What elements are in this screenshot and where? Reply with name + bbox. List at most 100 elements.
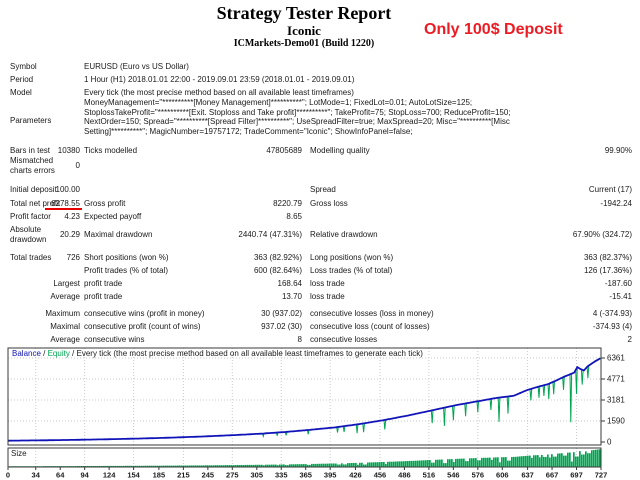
stat-value: 100.00 — [55, 185, 80, 194]
report-title: Strategy Tester Report — [216, 3, 392, 23]
stat-label: Initial deposit — [10, 185, 57, 194]
stat-value: 2 — [627, 335, 632, 344]
stat-value: Average — [50, 335, 80, 344]
info-value: EURUSD (Euro vs US Dollar) — [84, 62, 189, 71]
stat-value: 363 (82.37%) — [583, 253, 632, 262]
stat-label: Bars in test — [10, 146, 51, 155]
stat-value: Largest — [53, 279, 80, 288]
x-axis-label: 0 — [6, 471, 10, 480]
stat-label: consecutive losses (loss in money) — [310, 309, 434, 318]
stat-label: consecutive profit (count of wins) — [84, 322, 201, 331]
x-axis-label: 395 — [324, 471, 337, 480]
stat-label: Profit factor — [10, 212, 51, 221]
info-label: Model — [10, 88, 32, 97]
x-axis-label: 305 — [251, 471, 264, 480]
stat-label: Loss trades (% of total) — [310, 266, 393, 275]
x-axis-label: 215 — [177, 471, 190, 480]
x-axis-label: 154 — [127, 471, 140, 480]
stat-value: 10380 — [57, 146, 80, 155]
stat-value: 726 — [66, 253, 80, 262]
stat-label: consecutive wins — [84, 335, 145, 344]
stat-value: -187.60 — [604, 279, 632, 288]
info-label: Parameters — [10, 116, 52, 125]
x-axis-label: 546 — [447, 471, 460, 480]
stat-value: 8 — [297, 335, 302, 344]
x-axis-label: 185 — [153, 471, 166, 480]
stat-value: 8.65 — [286, 212, 302, 221]
x-axis-label: 94 — [81, 471, 90, 480]
report-header: Strategy Tester Report Iconic ICMarkets-… — [0, 3, 608, 50]
info-value: 1 Hour (H1) 2018.01.01 22:00 - 2019.09.0… — [84, 75, 355, 84]
lot-size-bars — [9, 449, 601, 467]
stat-label: Expected payoff — [84, 212, 142, 221]
stat-label: consecutive wins (profit in money) — [84, 309, 205, 318]
expert-name: Iconic — [287, 23, 321, 38]
x-axis-label: 245 — [202, 471, 215, 480]
stat-label: Ticks modelled — [84, 146, 138, 155]
y-axis-label: 4771 — [607, 374, 625, 383]
y-axis-label: 6361 — [607, 354, 625, 363]
x-axis-label: 275 — [226, 471, 239, 480]
info-value: Every tick (the most precise method base… — [84, 88, 354, 97]
stat-label: Total net profit — [10, 199, 61, 208]
stat-label: Modelling quality — [310, 146, 370, 155]
stat-value: 126 (17.36%) — [583, 266, 632, 275]
x-axis-label: 606 — [496, 471, 509, 480]
x-axis-label: 727 — [595, 471, 608, 480]
size-panel-label: Size — [11, 449, 27, 458]
stat-value: 0 — [75, 161, 80, 170]
stat-label: Spread — [310, 185, 336, 194]
y-axis-label: 0 — [607, 438, 612, 447]
y-axis-label: 3181 — [607, 395, 625, 404]
balance-line — [8, 357, 601, 442]
x-axis-label: 426 — [349, 471, 362, 480]
stat-value: Current (17) — [588, 185, 632, 194]
server-build: ICMarkets-Demo01 (Build 1220) — [233, 38, 375, 49]
x-axis-label: 637 — [521, 471, 534, 480]
stat-value: -374.93 (4) — [592, 322, 632, 331]
net-profit-underline — [45, 208, 82, 210]
stat-label: Long positions (won %) — [310, 253, 394, 262]
stat-label: loss trade — [310, 292, 345, 301]
stat-label: Mismatched charts errors — [10, 156, 55, 175]
x-axis-label: 335 — [275, 471, 288, 480]
x-axis-label: 456 — [374, 471, 387, 480]
stat-value: 937.02 (30) — [261, 322, 302, 331]
stat-label: consecutive loss (count of losses) — [310, 322, 430, 331]
stat-label: Relative drawdown — [310, 230, 378, 239]
stat-value: 30 (937.02) — [261, 309, 302, 318]
stat-value: 99.90% — [604, 146, 632, 155]
stat-label: Gross loss — [310, 199, 348, 208]
info-label: Symbol — [10, 62, 37, 71]
stat-value: 20.29 — [59, 230, 80, 239]
stat-value: -15.41 — [609, 292, 632, 301]
stat-value: 4 (-374.93) — [592, 309, 632, 318]
stat-value: 168.64 — [277, 279, 302, 288]
stat-value: Maximal — [50, 322, 80, 331]
stat-label: Absolute drawdown — [10, 225, 47, 244]
stat-label: Profit trades (% of total) — [84, 266, 169, 275]
stat-label: profit trade — [84, 292, 123, 301]
x-axis-label: 64 — [56, 471, 65, 480]
x-axis-label: 516 — [423, 471, 436, 480]
x-axis-label: 667 — [546, 471, 559, 480]
stat-value: 67.90% (324.72) — [572, 230, 632, 239]
info-label: Period — [10, 75, 34, 84]
stat-value: 8220.79 — [273, 199, 302, 208]
stat-value: -1942.24 — [600, 199, 632, 208]
y-axis-label: 1590 — [607, 417, 625, 426]
stat-value: 13.70 — [281, 292, 302, 301]
stat-label: Total trades — [10, 253, 52, 262]
stat-value: 2440.74 (47.31%) — [238, 230, 302, 239]
stat-value: 600 (82.64%) — [253, 266, 302, 275]
stat-label: Short positions (won %) — [84, 253, 169, 262]
x-axis-label: 697 — [570, 471, 583, 480]
stat-label: consecutive losses — [310, 335, 378, 344]
stat-label: loss trade — [310, 279, 345, 288]
info-value: MoneyManagement="**********[Money Manage… — [84, 98, 511, 137]
x-axis-label: 576 — [472, 471, 485, 480]
stat-label: Gross profit — [84, 199, 126, 208]
stat-value: Maximum — [45, 309, 80, 318]
stat-value: 4.23 — [64, 212, 80, 221]
